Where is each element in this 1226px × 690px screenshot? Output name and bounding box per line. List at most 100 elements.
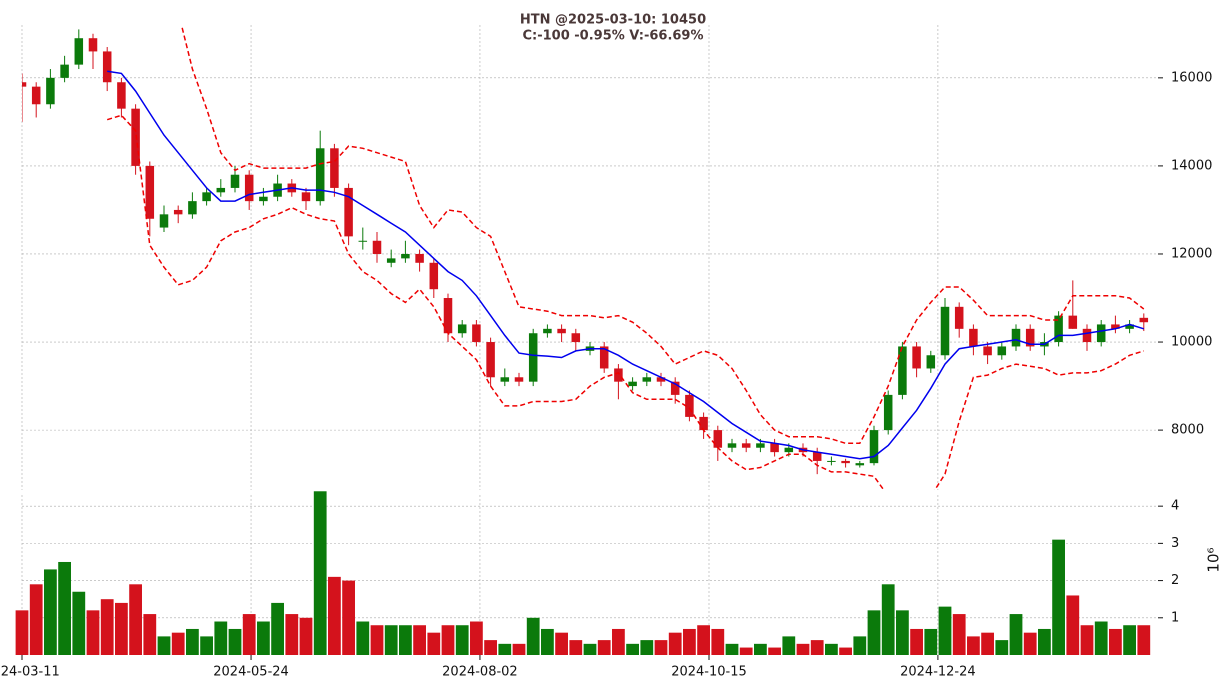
volume-bar xyxy=(214,621,228,655)
candle-body xyxy=(599,346,609,369)
candle-body xyxy=(1011,328,1021,347)
volume-bar xyxy=(654,640,668,655)
volume-bar xyxy=(796,643,810,655)
volume-bar xyxy=(881,584,895,655)
volume-bar xyxy=(1123,625,1136,655)
candle-body xyxy=(898,346,907,395)
volume-bar xyxy=(186,628,199,655)
volume-bar xyxy=(200,636,213,655)
candle-body xyxy=(145,165,155,219)
volume-bar xyxy=(612,628,625,655)
volume-panel xyxy=(15,491,1151,655)
x-tick-label: 2024-10-15 xyxy=(671,665,747,680)
candle-body xyxy=(131,108,140,166)
candle-body xyxy=(315,148,325,202)
candle-body xyxy=(713,430,723,448)
volume-bar xyxy=(541,628,554,655)
candle-body xyxy=(1139,317,1149,323)
candle-body xyxy=(230,174,240,188)
volume-bar xyxy=(1052,539,1065,655)
volume-bar xyxy=(271,602,284,655)
volume-bar xyxy=(498,643,512,655)
volume-bar xyxy=(29,584,43,655)
candle-body xyxy=(642,377,652,382)
volume-bar xyxy=(583,643,597,655)
candle-body xyxy=(855,463,865,466)
y-tick-label: 2 xyxy=(1171,573,1179,588)
volume-bar xyxy=(810,640,824,655)
candle-body xyxy=(628,381,637,387)
volume-unit: 10⁶ xyxy=(1205,547,1223,572)
candle-body xyxy=(31,86,41,105)
volume-bar xyxy=(725,643,739,655)
volume-bar xyxy=(512,643,526,655)
volume-bar xyxy=(853,636,867,655)
volume-bar xyxy=(569,640,583,655)
y-tick-label: 4 xyxy=(1171,499,1179,514)
grid xyxy=(21,25,1158,655)
candle-body xyxy=(756,443,765,448)
volume-bar xyxy=(825,643,838,655)
volume-bar xyxy=(399,625,412,655)
band-line xyxy=(180,25,1145,445)
volume-bar xyxy=(597,640,611,655)
candle-body xyxy=(60,64,69,78)
candle-body xyxy=(571,333,581,343)
volume-bar xyxy=(526,617,540,655)
volume-bar xyxy=(1023,632,1037,655)
y-tick-label: 16000 xyxy=(1171,70,1212,85)
y-tick-label: 14000 xyxy=(1171,158,1212,173)
volume-bar xyxy=(924,628,938,655)
volume-bar xyxy=(1109,628,1122,655)
candle-body xyxy=(557,328,566,334)
candle-body xyxy=(812,452,822,461)
volume-bar xyxy=(981,632,994,655)
volume-bar xyxy=(754,643,767,655)
candle-body xyxy=(386,258,396,263)
volume-bar xyxy=(299,617,313,655)
candle-body xyxy=(1096,324,1106,343)
candle-body xyxy=(188,201,197,215)
volume-bar xyxy=(44,569,57,655)
volume-bar xyxy=(896,610,909,655)
volume-bar xyxy=(697,625,710,655)
y-tick-label: 12000 xyxy=(1171,246,1212,261)
chart-subtitle: C:-100 -0.95% V:-66.69% xyxy=(522,29,703,44)
candle-body xyxy=(983,346,992,356)
candle-body xyxy=(940,306,950,356)
volume-bar xyxy=(626,643,639,655)
candle-body xyxy=(543,328,552,334)
volume-bar xyxy=(938,606,952,655)
volume-bar xyxy=(86,610,100,655)
volume-bar xyxy=(640,640,654,655)
volume-bar xyxy=(427,632,441,655)
volume-bar xyxy=(384,625,398,655)
volume-bar xyxy=(257,621,270,655)
volume-bar xyxy=(115,602,128,655)
y-tick-label: 10000 xyxy=(1171,335,1212,350)
volume-bar xyxy=(967,636,980,655)
volume-bar xyxy=(171,632,185,655)
volume-bar xyxy=(952,614,966,655)
volume-bar xyxy=(910,628,923,655)
y-tick-label: 3 xyxy=(1171,536,1179,551)
volume-bar xyxy=(356,621,370,655)
volume-bar xyxy=(370,625,384,655)
candle-body xyxy=(614,368,623,382)
candle-body xyxy=(1082,328,1092,343)
candle-body xyxy=(1068,315,1078,329)
candle-body xyxy=(841,460,850,464)
candle-body xyxy=(457,324,467,334)
candle-body xyxy=(117,82,126,109)
candle-body xyxy=(301,192,311,202)
candle-body xyxy=(969,328,978,347)
candle-body xyxy=(88,38,98,52)
x-tick-label: 2024-05-24 xyxy=(213,665,289,680)
candle-body xyxy=(656,377,666,382)
candle-body xyxy=(74,38,84,65)
volume-bar xyxy=(342,580,355,655)
chart-title: HTN @2025-03-10: 10450 xyxy=(520,13,706,28)
candle-body xyxy=(827,460,836,462)
candle-body xyxy=(670,381,680,395)
